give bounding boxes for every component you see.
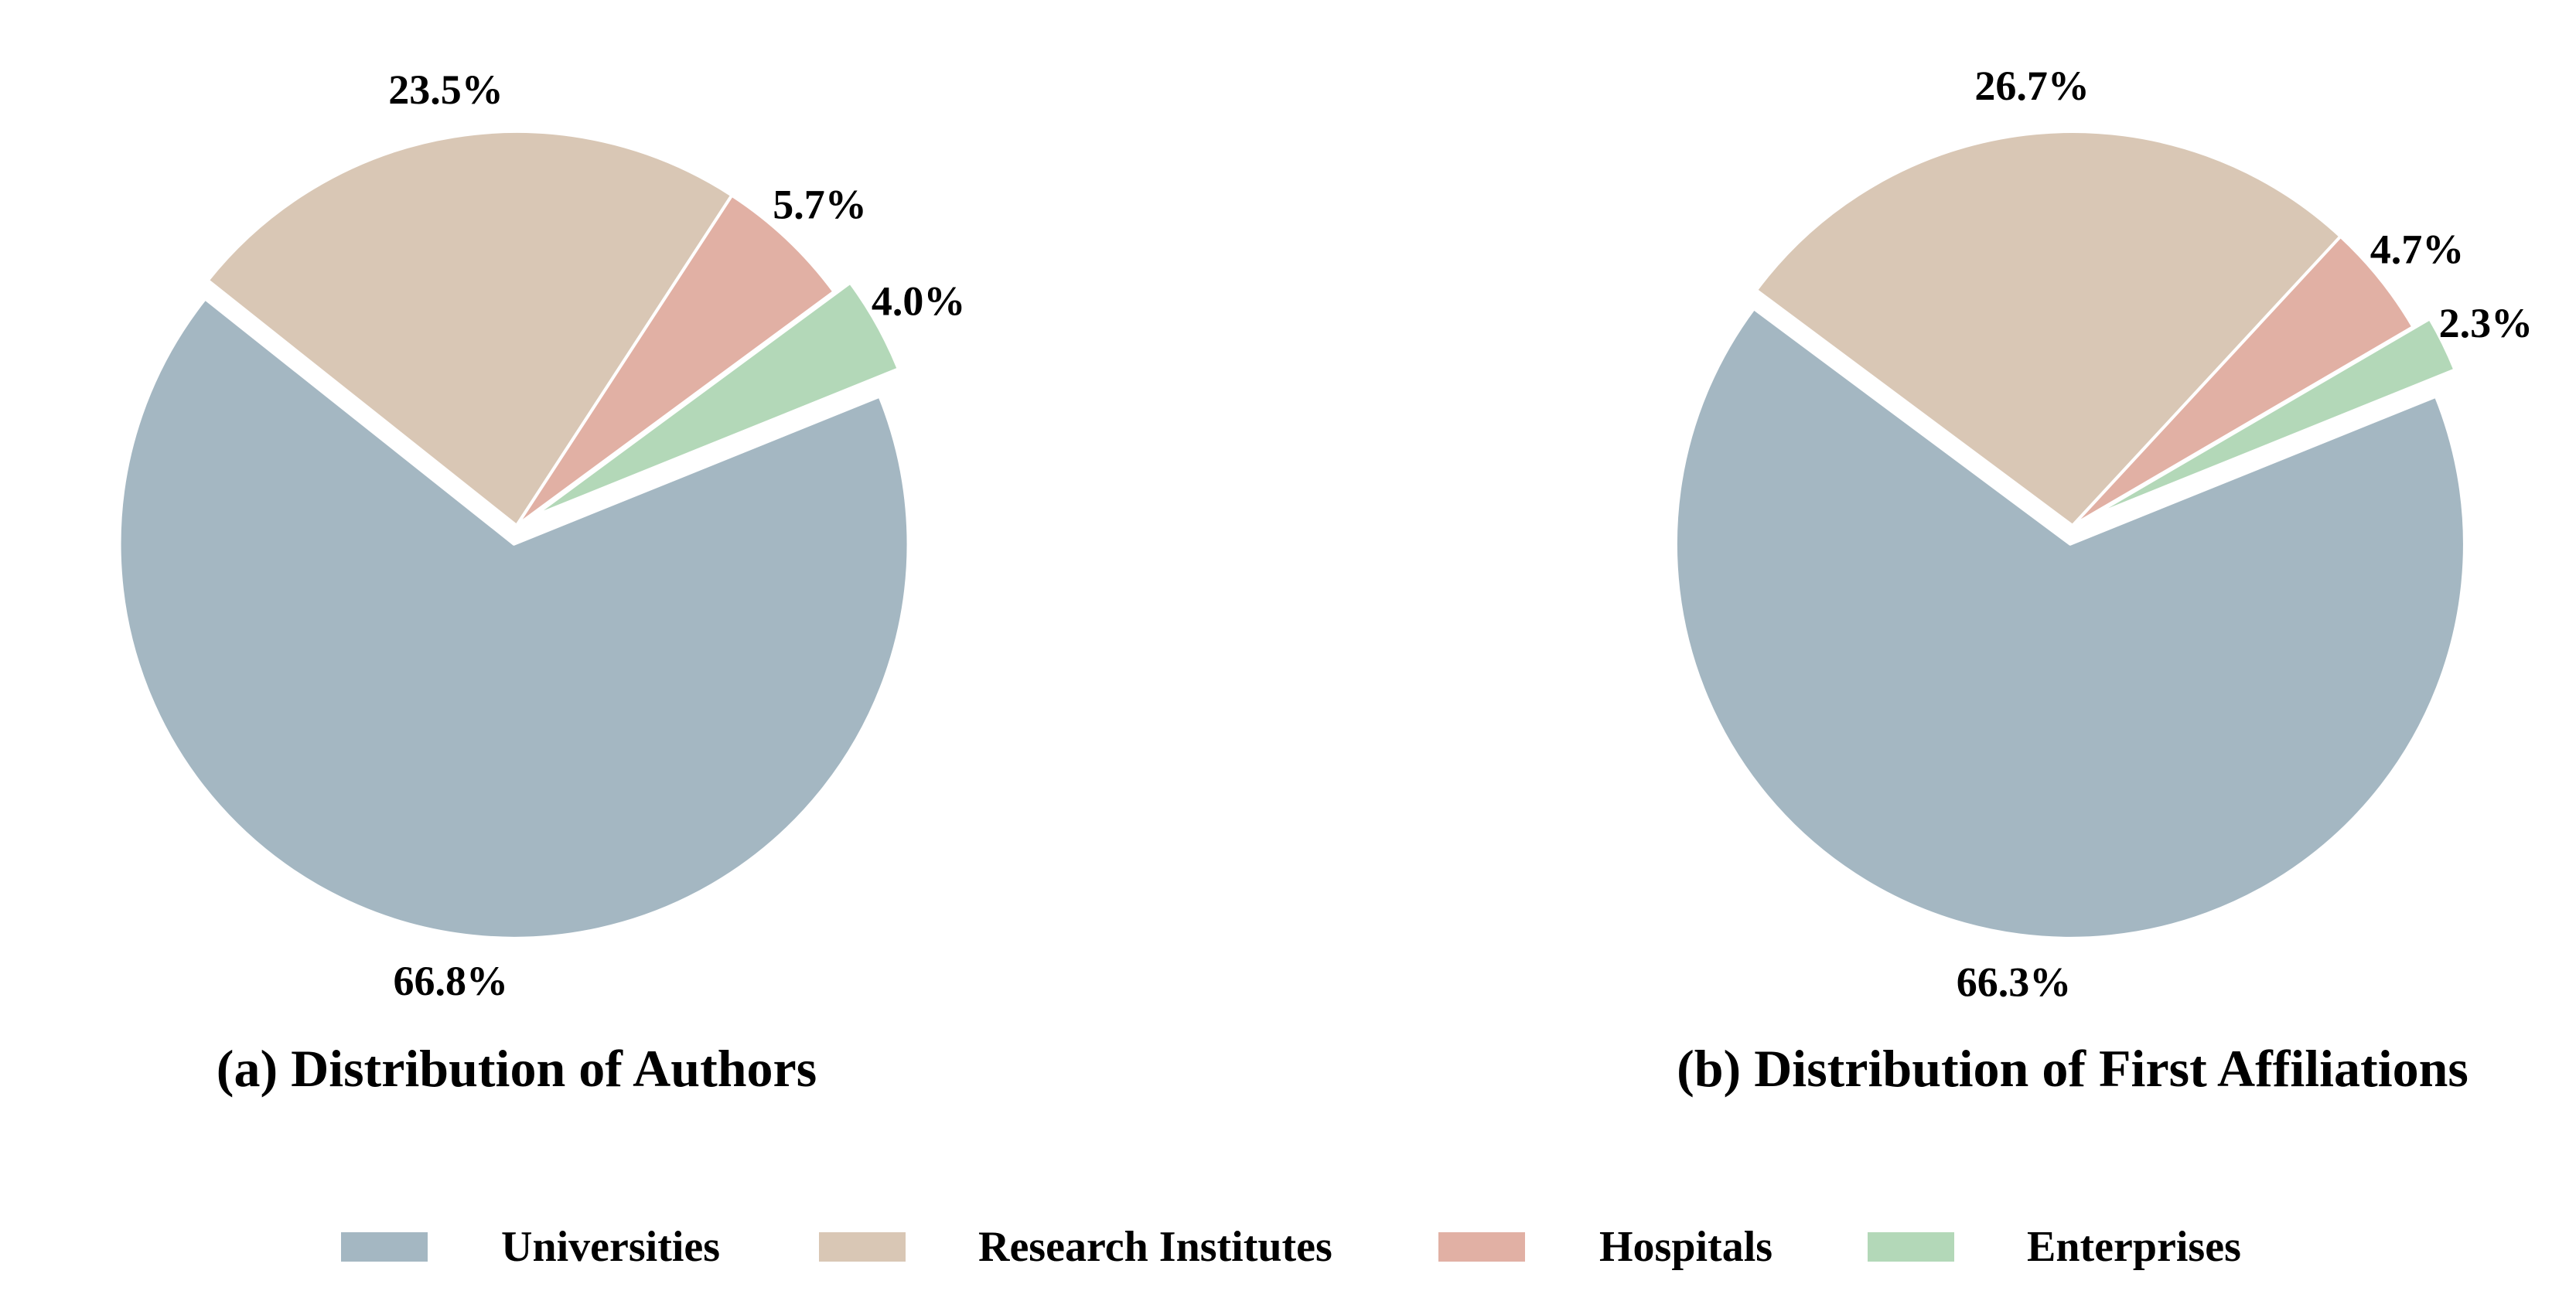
legend-swatch-universities xyxy=(341,1232,428,1262)
pie-slice-universities xyxy=(118,297,910,940)
slice-label-universities: 66.3% xyxy=(1957,959,2072,1005)
legend-label-hospitals: Hospitals xyxy=(1599,1223,1772,1271)
pie-slice-research-institutes xyxy=(1754,130,2342,527)
caption-authors: (a) Distribution of Authors xyxy=(217,1039,817,1098)
caption-first-affiliations: (b) Distribution of First Affiliations xyxy=(1677,1039,2469,1098)
slice-label-hospitals: 4.7% xyxy=(2370,227,2465,273)
slice-label-research-institutes: 26.7% xyxy=(1974,63,2090,109)
chart-first-affiliations: 66.3% 26.7% 4.7% 2.3% xyxy=(1674,63,2533,1005)
slice-label-research-institutes: 23.5% xyxy=(388,66,503,113)
legend: Universities Research Institutes Hospitals… xyxy=(341,1223,2241,1271)
legend-label-universities: Universities xyxy=(501,1223,720,1271)
pie-slice-enterprises xyxy=(531,281,900,519)
pie-slice-research-institutes xyxy=(206,130,734,527)
slice-label-hospitals: 5.7% xyxy=(773,182,867,228)
legend-label-enterprises: Enterprises xyxy=(2027,1223,2241,1271)
slice-label-universities: 66.8% xyxy=(393,958,508,1004)
legend-swatch-enterprises xyxy=(1868,1232,1954,1262)
slice-label-enterprises: 2.3% xyxy=(2439,300,2533,346)
pie-slice-enterprises xyxy=(2087,317,2457,519)
legend-swatch-hospitals xyxy=(1438,1232,1525,1262)
slice-label-enterprises: 4.0% xyxy=(872,278,966,325)
pie-slice-hospitals xyxy=(2071,234,2415,527)
chart-authors: 66.8% 23.5% 5.7% 4.0% xyxy=(118,66,966,1004)
legend-label-research-institutes: Research Institutes xyxy=(978,1223,1332,1271)
pie-slice-hospitals xyxy=(515,193,836,527)
pie-slice-universities xyxy=(1674,307,2466,940)
legend-swatch-research-institutes xyxy=(819,1232,906,1262)
